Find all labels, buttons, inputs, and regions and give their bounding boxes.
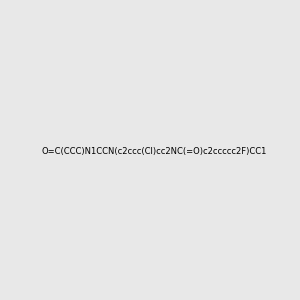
- Text: O=C(CCC)N1CCN(c2ccc(Cl)cc2NC(=O)c2ccccc2F)CC1: O=C(CCC)N1CCN(c2ccc(Cl)cc2NC(=O)c2ccccc2…: [41, 147, 266, 156]
